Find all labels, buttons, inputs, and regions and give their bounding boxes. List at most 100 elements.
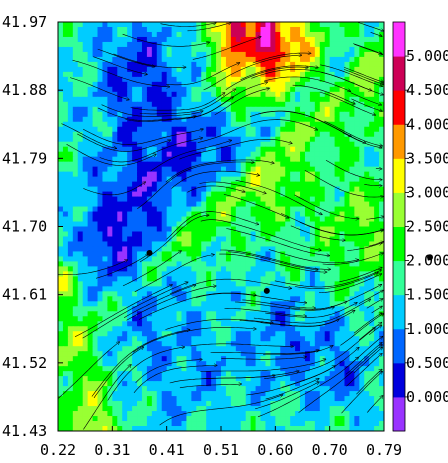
heatmap-cell xyxy=(240,286,247,292)
heatmap-cell xyxy=(354,286,360,292)
heatmap-cell xyxy=(225,161,232,168)
heatmap-cell xyxy=(354,111,360,118)
heatmap-cell xyxy=(62,31,69,38)
heatmap-cell xyxy=(309,251,316,258)
heatmap-cell xyxy=(141,116,148,123)
heatmap-cell xyxy=(364,341,370,347)
heatmap-cell xyxy=(122,96,128,103)
heatmap-cell xyxy=(166,301,173,307)
heatmap-cell xyxy=(309,246,316,253)
heatmap-cell xyxy=(300,116,306,123)
heatmap-cell xyxy=(285,136,291,143)
heatmap-cell xyxy=(285,386,291,392)
heatmap-cell xyxy=(216,71,222,78)
heatmap-cell xyxy=(359,311,365,317)
heatmap-cell xyxy=(265,396,271,402)
heatmap-cell xyxy=(225,256,232,263)
heatmap-cell xyxy=(72,166,79,173)
heatmap-cell xyxy=(379,261,384,267)
heatmap-cell xyxy=(87,226,94,233)
heatmap-cell xyxy=(250,336,257,342)
heatmap-cell xyxy=(72,206,79,213)
heatmap-cell xyxy=(364,22,370,28)
heatmap-cell xyxy=(146,111,153,118)
heatmap-cell xyxy=(309,181,316,188)
heatmap-cell xyxy=(270,26,276,33)
heatmap-cell xyxy=(151,246,158,253)
heatmap-cell xyxy=(344,296,351,302)
heatmap-cell xyxy=(97,166,104,173)
heatmap-cell xyxy=(379,86,384,93)
heatmap-cell xyxy=(67,22,74,28)
heatmap-cell xyxy=(166,186,173,193)
heatmap-cell xyxy=(211,161,217,168)
heatmap-cell xyxy=(221,301,227,307)
heatmap-cell xyxy=(304,216,311,223)
heatmap-cell xyxy=(300,331,306,337)
heatmap-cell xyxy=(127,306,133,312)
heatmap-cell xyxy=(112,166,118,173)
heatmap-cell xyxy=(225,61,232,68)
heatmap-cell xyxy=(171,46,178,53)
heatmap-cell xyxy=(300,26,306,33)
heatmap-cell xyxy=(117,186,123,193)
heatmap-cell xyxy=(58,191,64,198)
heatmap-cell xyxy=(245,51,252,58)
heatmap-cell xyxy=(324,346,331,352)
heatmap-cell xyxy=(309,31,316,38)
heatmap-cell xyxy=(270,121,276,128)
heatmap-cell xyxy=(151,291,158,297)
heatmap-cell xyxy=(186,371,192,377)
heatmap-cell xyxy=(250,221,257,228)
heatmap-cell xyxy=(265,111,271,118)
heatmap-cell xyxy=(344,31,351,38)
heatmap-cell xyxy=(255,201,262,208)
heatmap-cell xyxy=(102,26,108,33)
heatmap-cell xyxy=(206,156,212,163)
heatmap-cell xyxy=(132,181,138,188)
heatmap-cell xyxy=(67,271,74,277)
heatmap-cell xyxy=(359,306,365,312)
heatmap-cell xyxy=(156,301,163,307)
heatmap-cell xyxy=(329,201,336,208)
heatmap-cell xyxy=(77,161,84,168)
heatmap-cell xyxy=(146,231,153,238)
heatmap-cell xyxy=(176,61,183,68)
heatmap-cell xyxy=(107,126,113,133)
heatmap-cell xyxy=(176,371,183,377)
heatmap-cell xyxy=(300,166,306,173)
heatmap-cell xyxy=(344,366,351,372)
heatmap-cell xyxy=(181,241,188,248)
heatmap-cell xyxy=(201,306,207,312)
heatmap-cell xyxy=(324,301,331,307)
heatmap-cell xyxy=(329,366,336,372)
heatmap-cell xyxy=(329,41,336,48)
heatmap-cell xyxy=(87,381,94,387)
heatmap-cell xyxy=(304,211,311,218)
heatmap-cell xyxy=(112,101,118,108)
heatmap-cell xyxy=(354,366,360,372)
heatmap-cell xyxy=(191,356,197,362)
heatmap-cell xyxy=(186,171,192,178)
heatmap-cell xyxy=(374,291,380,297)
heatmap-cell xyxy=(137,291,143,297)
heatmap-cell xyxy=(374,231,380,238)
heatmap-cell xyxy=(176,271,183,277)
heatmap-cell xyxy=(102,241,108,248)
heatmap-cell xyxy=(309,106,316,113)
heatmap-cell xyxy=(319,321,326,327)
heatmap-cell xyxy=(117,271,123,277)
heatmap-cell xyxy=(290,266,296,272)
heatmap-cell xyxy=(171,111,178,118)
heatmap-cell xyxy=(314,196,321,203)
heatmap-cell xyxy=(191,91,197,98)
heatmap-cell xyxy=(309,196,316,203)
heatmap-cell xyxy=(87,166,94,173)
heatmap-cell xyxy=(364,301,370,307)
heatmap-cell xyxy=(374,131,380,138)
heatmap-cell xyxy=(280,331,286,337)
heatmap-cell xyxy=(314,46,321,53)
heatmap-cell xyxy=(151,321,158,327)
heatmap-cell xyxy=(250,261,257,267)
heatmap-cell xyxy=(191,111,197,118)
